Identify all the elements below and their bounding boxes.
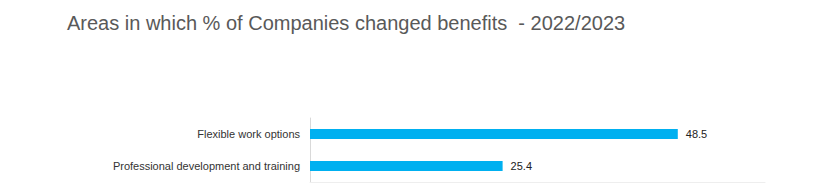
svg-text:25.4: 25.4 <box>511 160 532 172</box>
svg-text:Flexible work options: Flexible work options <box>197 128 300 140</box>
svg-text:48.5: 48.5 <box>686 128 707 140</box>
svg-text:Areas in which % of Companies: Areas in which % of Companies changed be… <box>67 12 625 34</box>
svg-text:Professional development and t: Professional development and training <box>113 160 300 172</box>
